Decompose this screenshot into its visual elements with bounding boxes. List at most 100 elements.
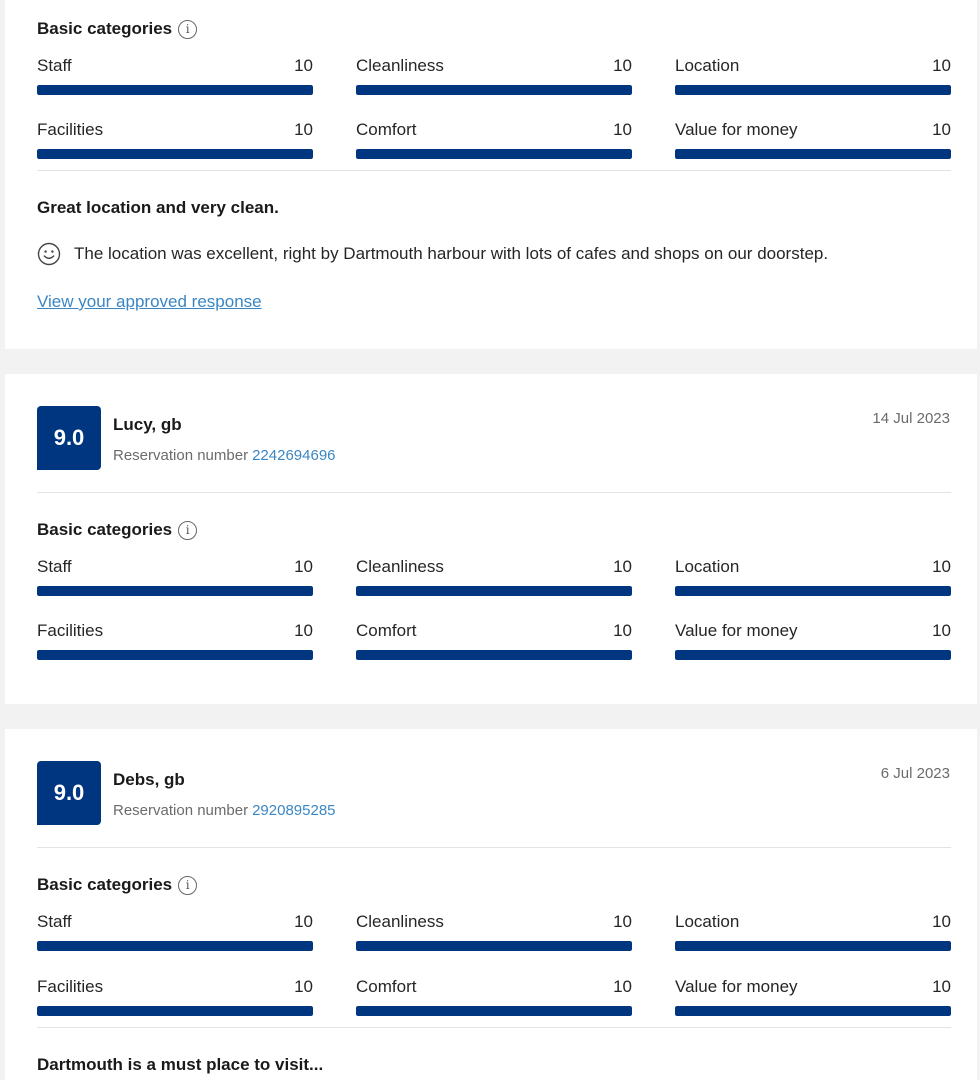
info-icon[interactable]: i (178, 19, 198, 39)
category-staff: Staff 10 (37, 56, 313, 95)
review-card: 9.0 Lucy, gb Reservation number 224269469… (5, 374, 977, 704)
category-bar-fill (37, 941, 313, 951)
category-score: 10 (294, 56, 313, 75)
category-label: Location (675, 912, 740, 931)
category-staff: Staff 10 (37, 557, 313, 596)
divider (37, 492, 951, 493)
category-label: Cleanliness (356, 557, 444, 576)
guest-name: Lucy, gb (113, 415, 182, 434)
reservation-info: Reservation number 2920895285 (113, 802, 336, 819)
category-score: 10 (932, 56, 951, 75)
category-score: 10 (613, 977, 632, 996)
category-label: Cleanliness (356, 56, 444, 75)
category-label: Comfort (356, 120, 417, 139)
category-label: Facilities (37, 977, 104, 996)
review-score-badge: 9.0 (37, 406, 101, 470)
basic-categories-label: Basic categories (37, 520, 173, 539)
category-bar-fill (37, 85, 313, 95)
category-bar-fill (356, 650, 632, 660)
category-bar-fill (356, 85, 632, 95)
category-label: Staff (37, 557, 72, 576)
category-bar (356, 149, 632, 159)
category-label: Staff (37, 56, 72, 75)
reservation-label: Reservation number (113, 447, 249, 464)
category-score: 10 (613, 120, 632, 139)
info-icon[interactable]: i (178, 520, 198, 540)
category-label: Staff (37, 912, 72, 931)
category-bar-fill (37, 586, 313, 596)
category-bar (675, 650, 951, 660)
category-score: 10 (932, 557, 951, 576)
category-score: 10 (932, 120, 951, 139)
info-icon[interactable]: i (178, 875, 198, 895)
category-bar (356, 1006, 632, 1016)
category-score: 10 (294, 120, 313, 139)
category-cleanliness: Cleanliness 10 (356, 557, 632, 596)
reservation-number-link[interactable]: 2242694696 (252, 447, 336, 464)
category-bar-fill (37, 1006, 313, 1016)
category-bar (37, 650, 313, 660)
category-bar (37, 149, 313, 159)
basic-categories-heading: Basic categories i (37, 875, 198, 895)
smile-icon (37, 242, 61, 266)
category-bar-fill (37, 149, 313, 159)
category-bar-fill (675, 586, 951, 596)
divider (37, 847, 951, 848)
category-label: Value for money (675, 120, 798, 139)
category-bar (37, 941, 313, 951)
category-label: Facilities (37, 621, 104, 640)
category-score: 10 (932, 977, 951, 996)
category-bar (675, 85, 951, 95)
view-approved-response-link[interactable]: View your approved response (37, 292, 262, 311)
review-score-badge: 9.0 (37, 761, 101, 825)
category-location: Location 10 (675, 557, 951, 596)
category-comfort: Comfort 10 (356, 621, 632, 660)
category-bar-fill (675, 1006, 951, 1016)
category-bar (37, 586, 313, 596)
category-bar-fill (675, 85, 951, 95)
divider (37, 170, 951, 171)
category-label: Location (675, 557, 740, 576)
category-location: Location 10 (675, 56, 951, 95)
category-bar (356, 586, 632, 596)
category-label: Comfort (356, 977, 417, 996)
category-comfort: Comfort 10 (356, 977, 632, 1016)
reservation-number-link[interactable]: 2920895285 (252, 802, 336, 819)
guest-name: Debs, gb (113, 770, 185, 789)
category-score: 10 (613, 557, 632, 576)
category-cleanliness: Cleanliness 10 (356, 912, 632, 951)
category-value-for-money: Value for money 10 (675, 621, 951, 660)
category-bar-fill (675, 149, 951, 159)
category-bar (37, 85, 313, 95)
category-bar (356, 85, 632, 95)
category-label: Comfort (356, 621, 417, 640)
category-score: 10 (294, 977, 313, 996)
category-score: 10 (613, 621, 632, 640)
review-title: Great location and very clean. (37, 198, 279, 217)
review-card: Basic categories i Staff 10 Cleanliness 10… (5, 0, 977, 349)
category-score: 10 (294, 912, 313, 931)
category-bar-fill (675, 650, 951, 660)
category-score: 10 (613, 56, 632, 75)
category-score: 10 (294, 557, 313, 576)
category-bar-fill (356, 941, 632, 951)
category-bar-fill (356, 586, 632, 596)
category-bar-fill (37, 650, 313, 660)
review-positive-text: The location was excellent, right by Dar… (74, 244, 829, 263)
reservation-label: Reservation number (113, 802, 249, 819)
category-facilities: Facilities 10 (37, 621, 313, 660)
category-bar (675, 1006, 951, 1016)
review-title: Dartmouth is a must place to visit... (37, 1055, 324, 1074)
category-label: Value for money (675, 977, 798, 996)
review-date: 14 Jul 2023 (872, 410, 950, 427)
category-label: Value for money (675, 621, 798, 640)
category-facilities: Facilities 10 (37, 120, 313, 159)
category-bar (675, 149, 951, 159)
category-bar (675, 586, 951, 596)
category-bar-fill (356, 149, 632, 159)
basic-categories-heading: Basic categories i (37, 19, 198, 39)
category-bar-fill (675, 941, 951, 951)
category-cleanliness: Cleanliness 10 (356, 56, 632, 95)
reservation-info: Reservation number 2242694696 (113, 447, 336, 464)
category-score: 10 (613, 912, 632, 931)
